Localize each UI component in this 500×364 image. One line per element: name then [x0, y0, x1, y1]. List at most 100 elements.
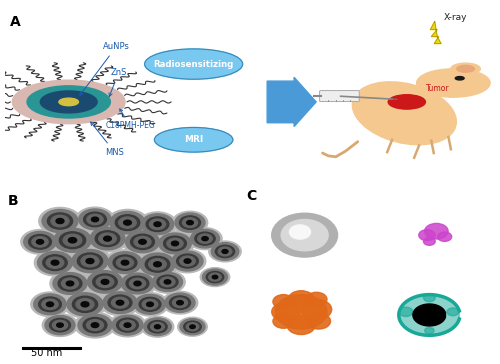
Circle shape — [272, 302, 300, 321]
Circle shape — [424, 237, 435, 245]
Circle shape — [160, 277, 175, 287]
Circle shape — [180, 256, 195, 266]
Circle shape — [142, 214, 174, 235]
Circle shape — [63, 234, 82, 246]
Circle shape — [116, 318, 138, 332]
Circle shape — [67, 293, 103, 316]
Circle shape — [424, 223, 448, 239]
Circle shape — [290, 225, 310, 239]
Circle shape — [105, 250, 145, 276]
Circle shape — [154, 262, 162, 267]
Circle shape — [184, 321, 201, 332]
Circle shape — [24, 232, 56, 252]
Circle shape — [112, 297, 128, 308]
Circle shape — [72, 250, 108, 273]
Circle shape — [170, 296, 190, 309]
Text: Au: Au — [460, 208, 472, 217]
Circle shape — [206, 272, 224, 283]
Circle shape — [52, 320, 68, 330]
Circle shape — [146, 302, 154, 306]
Circle shape — [27, 86, 110, 118]
Text: Radiosensitizing: Radiosensitizing — [154, 60, 234, 68]
Circle shape — [218, 247, 232, 256]
Circle shape — [399, 307, 413, 317]
Circle shape — [457, 66, 474, 72]
Circle shape — [122, 260, 128, 265]
Circle shape — [58, 276, 82, 291]
Text: 50 nm: 50 nm — [31, 348, 62, 358]
Circle shape — [186, 323, 199, 331]
Circle shape — [100, 290, 140, 316]
Text: 50 μm: 50 μm — [408, 273, 434, 282]
Polygon shape — [430, 21, 441, 44]
Circle shape — [212, 275, 218, 279]
Circle shape — [152, 272, 182, 292]
Circle shape — [388, 95, 426, 109]
Circle shape — [211, 243, 239, 260]
Circle shape — [146, 217, 169, 232]
Circle shape — [66, 281, 73, 286]
Circle shape — [222, 249, 228, 253]
Circle shape — [176, 254, 199, 268]
Circle shape — [87, 225, 128, 252]
Circle shape — [178, 317, 208, 336]
Text: A: A — [10, 15, 20, 29]
Circle shape — [447, 308, 458, 316]
Circle shape — [31, 292, 69, 317]
Circle shape — [150, 323, 164, 331]
Ellipse shape — [461, 86, 480, 91]
Circle shape — [122, 229, 162, 255]
Circle shape — [51, 215, 69, 227]
FancyArrow shape — [267, 77, 316, 127]
Circle shape — [273, 294, 294, 309]
Circle shape — [92, 323, 98, 328]
Circle shape — [104, 236, 112, 241]
Text: Zn: Zn — [460, 286, 472, 295]
Circle shape — [39, 207, 81, 235]
Circle shape — [188, 228, 222, 250]
Circle shape — [216, 245, 234, 258]
Circle shape — [112, 315, 143, 335]
Circle shape — [72, 296, 98, 312]
Circle shape — [81, 255, 99, 267]
Circle shape — [69, 248, 111, 275]
Circle shape — [120, 320, 135, 330]
Circle shape — [42, 210, 78, 233]
Circle shape — [59, 98, 78, 106]
Circle shape — [148, 321, 167, 333]
Circle shape — [21, 230, 59, 254]
Circle shape — [157, 275, 178, 289]
Circle shape — [159, 233, 191, 254]
Circle shape — [419, 230, 435, 241]
Circle shape — [202, 269, 228, 285]
Polygon shape — [399, 294, 460, 335]
Circle shape — [134, 294, 166, 314]
Circle shape — [96, 276, 114, 288]
Circle shape — [281, 219, 328, 251]
Circle shape — [165, 293, 195, 312]
Circle shape — [202, 237, 208, 241]
Circle shape — [56, 218, 64, 223]
Circle shape — [172, 211, 208, 234]
Text: C: C — [246, 189, 256, 203]
Circle shape — [288, 291, 314, 308]
Circle shape — [134, 236, 151, 247]
Circle shape — [132, 293, 168, 316]
Circle shape — [273, 314, 294, 328]
Circle shape — [156, 231, 194, 256]
Circle shape — [124, 220, 132, 225]
Circle shape — [169, 249, 206, 273]
Polygon shape — [413, 304, 446, 326]
Circle shape — [176, 301, 184, 305]
Circle shape — [78, 253, 102, 269]
Text: 50 μm: 50 μm — [288, 273, 314, 282]
Text: AuNPs: AuNPs — [80, 42, 130, 95]
Circle shape — [307, 313, 330, 329]
Circle shape — [38, 297, 62, 312]
Circle shape — [198, 234, 212, 243]
Circle shape — [130, 278, 146, 289]
Circle shape — [124, 323, 131, 327]
Circle shape — [110, 211, 145, 234]
Text: MRI: MRI — [184, 135, 204, 144]
Circle shape — [116, 300, 123, 305]
